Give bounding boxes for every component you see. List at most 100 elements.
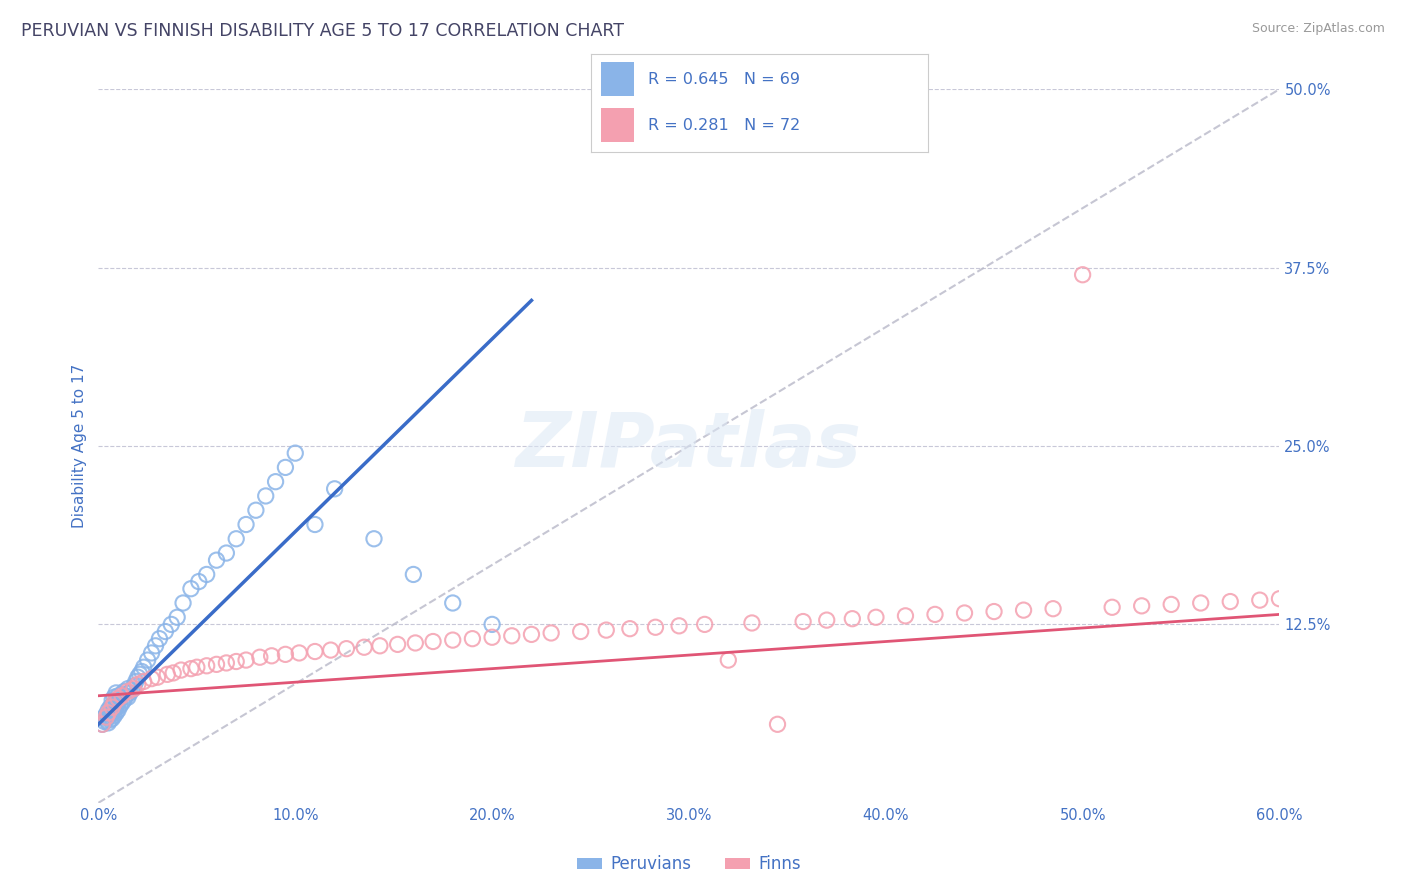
Point	[422, 634, 444, 648]
Point	[132, 660, 155, 674]
Point	[145, 639, 167, 653]
Point	[254, 489, 277, 503]
Point	[96, 707, 118, 722]
Point	[1130, 599, 1153, 613]
Point	[128, 667, 150, 681]
Point	[441, 596, 464, 610]
Point	[97, 715, 120, 730]
Point	[103, 708, 125, 723]
Point	[103, 690, 125, 705]
Y-axis label: Disability Age 5 to 17: Disability Age 5 to 17	[72, 364, 87, 528]
Point	[105, 706, 128, 720]
Point	[441, 633, 464, 648]
Point	[540, 626, 562, 640]
Point	[225, 655, 247, 669]
Point	[108, 698, 131, 713]
Point	[103, 698, 125, 712]
Legend: Peruvians, Finns: Peruvians, Finns	[571, 849, 807, 880]
Point	[97, 710, 120, 724]
Point	[953, 606, 976, 620]
Point	[461, 632, 484, 646]
Point	[595, 623, 617, 637]
Bar	[600, 109, 634, 142]
Point	[91, 717, 114, 731]
Point	[693, 617, 716, 632]
Point	[160, 617, 183, 632]
Point	[107, 689, 129, 703]
Point	[107, 703, 129, 717]
Point	[111, 689, 134, 703]
Point	[146, 670, 169, 684]
Point	[155, 624, 177, 639]
Point	[402, 567, 425, 582]
Point	[264, 475, 287, 489]
Point	[131, 665, 153, 679]
Point	[105, 700, 128, 714]
Point	[103, 696, 125, 710]
Point	[91, 717, 114, 731]
Point	[97, 706, 120, 720]
Point	[569, 624, 592, 639]
Point	[1308, 589, 1330, 603]
Point	[105, 693, 128, 707]
Point	[481, 630, 503, 644]
Point	[245, 503, 267, 517]
Point	[156, 667, 179, 681]
Point	[93, 714, 115, 729]
Point	[125, 674, 148, 689]
Point	[284, 446, 307, 460]
Point	[353, 640, 375, 655]
Point	[368, 639, 391, 653]
Point	[98, 713, 121, 727]
Point	[619, 622, 641, 636]
Point	[235, 517, 257, 532]
Point	[101, 706, 124, 720]
Point	[404, 636, 426, 650]
Text: R = 0.281   N = 72: R = 0.281 N = 72	[648, 118, 800, 133]
Point	[1268, 591, 1291, 606]
Point	[205, 553, 228, 567]
Point	[166, 610, 188, 624]
Point	[1160, 598, 1182, 612]
Point	[1042, 601, 1064, 615]
Point	[180, 582, 202, 596]
Point	[1012, 603, 1035, 617]
Point	[288, 646, 311, 660]
Point	[335, 641, 357, 656]
Point	[162, 665, 184, 680]
Bar	[600, 62, 634, 95]
Point	[668, 619, 690, 633]
Point	[127, 670, 149, 684]
Point	[815, 613, 838, 627]
Point	[865, 610, 887, 624]
Point	[122, 679, 145, 693]
Point	[172, 596, 194, 610]
Point	[1219, 594, 1241, 608]
Point	[97, 703, 120, 717]
Point	[122, 681, 145, 696]
Point	[112, 693, 135, 707]
Point	[105, 686, 128, 700]
Point	[107, 691, 129, 706]
Point	[520, 627, 543, 641]
Point	[501, 629, 523, 643]
Point	[260, 648, 283, 663]
Point	[1189, 596, 1212, 610]
Point	[304, 644, 326, 658]
Point	[1249, 593, 1271, 607]
Text: ZIPatlas: ZIPatlas	[516, 409, 862, 483]
Point	[111, 687, 134, 701]
Point	[93, 710, 115, 724]
Point	[118, 686, 141, 700]
Point	[186, 660, 208, 674]
Point	[108, 691, 131, 706]
Point	[481, 617, 503, 632]
Point	[103, 705, 125, 719]
Point	[96, 710, 118, 724]
Point	[170, 663, 193, 677]
Point	[274, 648, 297, 662]
Point	[111, 696, 134, 710]
Point	[117, 681, 139, 696]
Point	[387, 637, 409, 651]
Point	[304, 517, 326, 532]
